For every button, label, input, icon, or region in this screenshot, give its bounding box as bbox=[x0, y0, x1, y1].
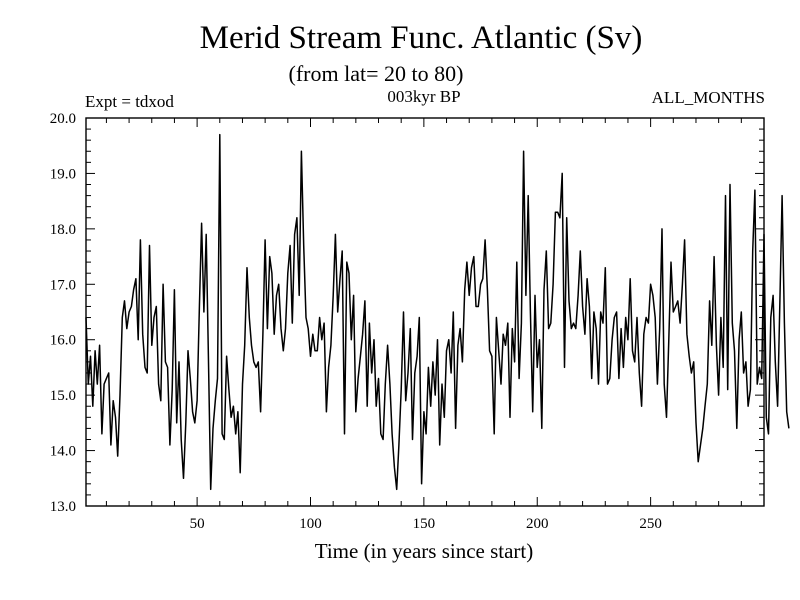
y-tick-label: 16.0 bbox=[50, 333, 76, 349]
x-tick-label: 150 bbox=[413, 516, 436, 532]
x-tick-label: 100 bbox=[299, 516, 322, 532]
y-tick-label: 18.0 bbox=[50, 222, 76, 238]
y-tick-label: 17.0 bbox=[50, 277, 76, 293]
y-tick-label: 20.0 bbox=[50, 111, 76, 127]
annotation-period: 003kyr BP bbox=[387, 87, 460, 106]
x-tick-label: 250 bbox=[639, 516, 662, 532]
y-tick-label: 13.0 bbox=[50, 499, 76, 515]
chart-title: Merid Stream Func. Atlantic (Sv) bbox=[200, 20, 643, 56]
y-tick-label: 15.0 bbox=[50, 388, 76, 404]
chart-subtitle: (from lat= 20 to 80) bbox=[289, 61, 464, 86]
y-tick-label: 19.0 bbox=[50, 166, 76, 182]
annotation-experiment: Expt = tdxod bbox=[85, 92, 174, 111]
x-tick-label: 200 bbox=[526, 516, 549, 532]
x-tick-label: 50 bbox=[190, 516, 205, 532]
plot-frame bbox=[85, 117, 765, 507]
y-tick-label: 14.0 bbox=[50, 444, 76, 460]
annotation-months: ALL_MONTHS bbox=[652, 88, 765, 107]
series-line bbox=[85, 133, 790, 491]
plot-area: 50 100 150 200 250 13.0 14.0 15.0 16.0 17.0 18.0 19… bbox=[50, 111, 790, 532]
x-axis-label: Time (in years since start) bbox=[315, 539, 534, 563]
